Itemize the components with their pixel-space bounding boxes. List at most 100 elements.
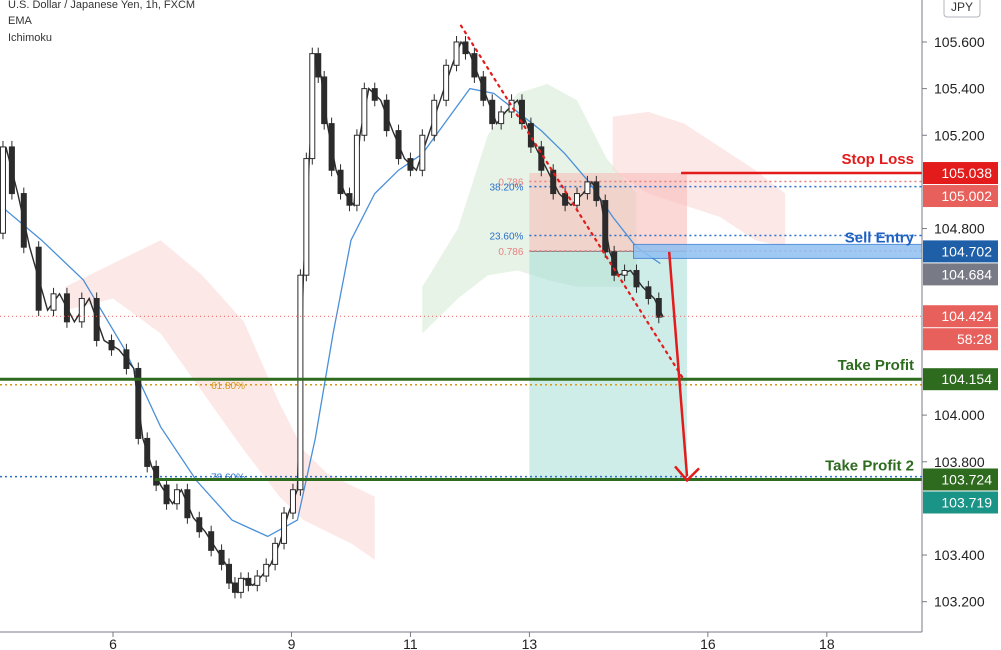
time-axis-ticks[interactable]: 6 9 11 13 16 18 — [109, 632, 835, 650]
ema-path — [0, 87, 661, 538]
candle-body — [611, 251, 618, 276]
candle-body — [263, 563, 270, 577]
x-tick-label: 11 — [403, 636, 418, 650]
indicator-ema-label: EMA — [8, 15, 33, 27]
indicator-ichimoku-label: Ichimoku — [8, 32, 52, 44]
bearish-trendline — [459, 24, 686, 382]
candle-body — [231, 582, 238, 593]
price-tag — [923, 185, 998, 208]
x-tick-label: 16 — [700, 636, 716, 650]
candle-body — [237, 577, 244, 593]
price-line — [0, 40, 664, 594]
candle-body — [50, 293, 57, 311]
chart-symbol-title: U.S. Dollar / Japanese Yen, 1h, FXCM — [8, 0, 195, 11]
candle-body — [153, 465, 160, 486]
price-tag — [923, 468, 998, 491]
candle-body — [78, 298, 85, 323]
candle-body — [508, 99, 515, 113]
y-tick-label: 105.600 — [934, 34, 985, 50]
candle-body — [562, 193, 569, 206]
price-tag — [923, 328, 998, 351]
candle-body — [297, 274, 304, 491]
candle-body — [655, 298, 662, 318]
candle-body — [20, 193, 27, 248]
candle-body — [218, 549, 225, 565]
candle-body — [443, 64, 450, 101]
y-tick-label: 104.800 — [934, 221, 985, 237]
candle-body — [289, 489, 296, 514]
candle-body — [135, 367, 142, 439]
arrow-shaft — [667, 251, 689, 477]
x-tick-label: 6 — [109, 636, 117, 650]
fib-level-label: 0.786 — [498, 247, 523, 258]
y-tick-label: 105.200 — [934, 127, 985, 143]
price-tag-label: 103.724 — [941, 471, 992, 487]
price-tag — [923, 491, 998, 514]
candle-body — [35, 246, 42, 311]
fib-level-label: 0.786 — [498, 177, 523, 188]
candle-body — [0, 146, 6, 234]
x-tick-label: 13 — [522, 636, 538, 650]
candle-body — [371, 88, 378, 101]
candle-body — [321, 76, 328, 125]
candle-body — [407, 158, 414, 171]
candle-body — [361, 88, 368, 136]
trade-levels: Stop Loss Sell Entry Take Profit Take Profi… — [0, 151, 923, 481]
candle-body — [593, 181, 600, 202]
candle-body — [123, 349, 130, 369]
candle-body — [584, 181, 591, 195]
candle-body — [395, 130, 402, 160]
price-tag — [923, 263, 998, 286]
sell-entry-label: Sell Entry — [845, 229, 915, 246]
candle-body — [431, 99, 438, 136]
fib-level-label: 23.60% — [489, 232, 523, 243]
candle-body — [245, 577, 252, 586]
ema-line — [0, 87, 661, 538]
candle-body — [346, 193, 353, 206]
reward-zone — [529, 251, 688, 479]
cloud-bearish-right — [612, 111, 786, 248]
fib-level-label: 61.80% — [211, 381, 245, 392]
y-tick-label: 105.400 — [934, 81, 985, 97]
candle-body — [309, 53, 316, 160]
price-tag — [923, 162, 998, 185]
price-axis-ticks: 105.600 105.400 105.200 104.800 104.000 103.8… — [922, 34, 985, 610]
price-tag-label: 103.719 — [941, 494, 992, 510]
candle-body — [281, 512, 288, 544]
candle-body — [208, 531, 215, 551]
currency-button[interactable] — [943, 0, 981, 18]
currency-button-label: JPY — [951, 0, 973, 14]
candle-body — [453, 41, 460, 66]
price-tag-label: 104.424 — [941, 308, 992, 324]
y-tick-label: 103.200 — [934, 594, 985, 610]
x-tick-label: 9 — [288, 636, 296, 650]
price-tag — [923, 368, 998, 391]
x-tick-label: 18 — [819, 636, 835, 650]
price-tag-label: 104.684 — [941, 266, 992, 282]
arrow-head — [674, 465, 700, 483]
candle-body — [471, 53, 478, 78]
candle-body — [163, 484, 170, 505]
candle-body — [353, 134, 360, 206]
trendline — [459, 24, 686, 382]
candle-body — [8, 146, 15, 195]
price-tag-label: 105.038 — [941, 165, 992, 181]
candle-body — [383, 99, 390, 132]
price-tag-label: 58:28 — [957, 331, 992, 347]
candle-body — [93, 298, 100, 341]
candle-body — [108, 339, 115, 351]
take-profit-2-label: Take Profit 2 — [825, 457, 914, 474]
price-tag — [923, 240, 998, 263]
candle-body — [226, 563, 233, 584]
sell-entry-zone — [633, 243, 923, 259]
stop-loss-label: Stop Loss — [841, 151, 914, 168]
candle-body — [518, 99, 525, 125]
candle-body — [573, 193, 580, 206]
take-profit-label: Take Profit — [838, 357, 914, 374]
candle-body — [337, 169, 344, 195]
candle-body — [315, 53, 322, 78]
candles — [0, 35, 664, 599]
candle-body — [63, 293, 70, 323]
candle-body — [527, 123, 534, 148]
